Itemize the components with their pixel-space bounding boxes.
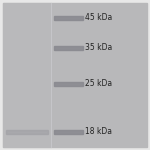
Text: 25 kDa: 25 kDa [85,80,113,88]
Bar [54,130,82,134]
Text: 18 kDa: 18 kDa [85,128,112,136]
Bar [54,46,82,50]
Text: 35 kDa: 35 kDa [85,44,113,52]
Bar [54,16,82,20]
Bar [6,130,48,134]
Bar [3,3,51,147]
Text: 45 kDa: 45 kDa [85,14,113,22]
Bar [54,82,82,86]
